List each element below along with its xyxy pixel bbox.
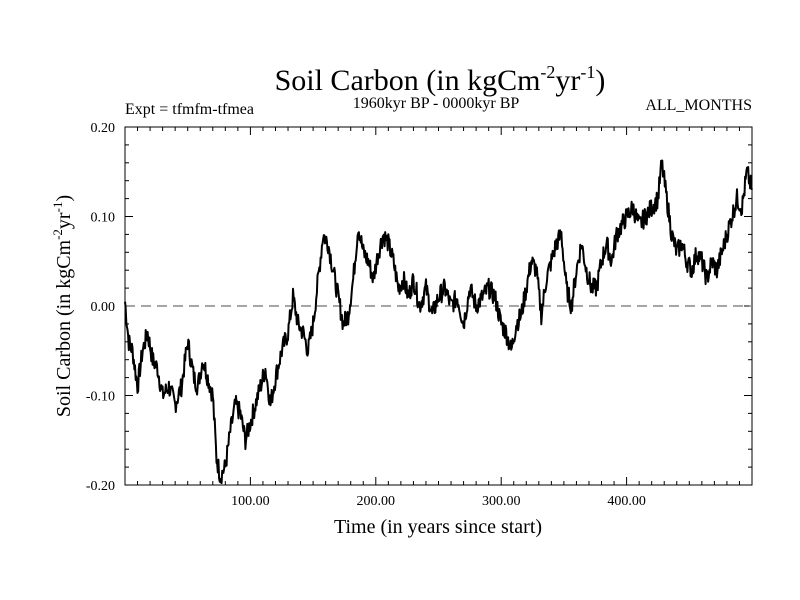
experiment-label: Expt = tfmfm-tfmea [125, 101, 254, 118]
y-axis-label: Soil Carbon (in kgCm-2yr-1) [50, 195, 75, 417]
x-tick-label: 100.00 [231, 494, 270, 509]
axis-ticks [124, 126, 753, 486]
y-tick-label: -0.10 [86, 390, 115, 405]
chart-title: Soil Carbon (in kgCm-2yr-1) [275, 62, 606, 97]
y-tick-label: -0.20 [86, 479, 115, 494]
soil-carbon-series-line [124, 159, 753, 485]
y-tick-label: 0.10 [91, 211, 116, 226]
y-axis-label-main: Soil Carbon (in kgCm [53, 239, 75, 417]
y-axis-label-sup2: -1 [50, 202, 65, 213]
x-tick-label: 400.00 [607, 494, 646, 509]
y-axis-label-mid: yr [53, 212, 75, 229]
chart-title-sup2: -1 [580, 62, 595, 82]
x-tick-label: 200.00 [357, 494, 396, 509]
y-tick-label: 0.20 [91, 121, 116, 136]
chart-title-main: Soil Carbon (in kgCm [275, 64, 541, 97]
chart-title-sup1: -2 [540, 62, 555, 82]
y-tick-label: 0.00 [91, 300, 116, 315]
y-axis-label-end: ) [53, 195, 75, 202]
months-label: ALL_MONTHS [645, 97, 752, 114]
y-axis-label-sup1: -2 [50, 229, 65, 240]
axis-tick-labels: 100.00 200.00 300.00 400.00 -0.20 -0.10 0.00 0.… [86, 121, 646, 509]
period-label: 1960kyr BP - 0000kyr BP [353, 95, 520, 112]
chart-title-mid: yr [555, 64, 580, 97]
chart-title-end: ) [595, 64, 605, 97]
x-tick-label: 300.00 [482, 494, 521, 509]
x-axis-label: Time (in years since start) [334, 516, 542, 538]
